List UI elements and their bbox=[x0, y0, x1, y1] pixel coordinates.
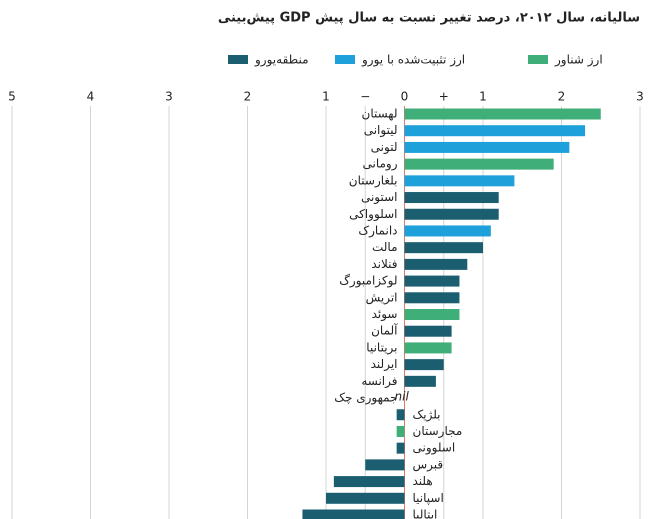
category-label: لیتوانی bbox=[364, 123, 398, 138]
category-label: بلژیک bbox=[413, 407, 441, 422]
category-label: سوئد bbox=[372, 307, 398, 322]
bar bbox=[404, 141, 570, 153]
category-label: مالت bbox=[372, 240, 398, 254]
category-label: هلند bbox=[413, 474, 433, 488]
category-label: رومانی bbox=[362, 157, 397, 172]
x-tick-label: 0 bbox=[401, 90, 409, 104]
category-label: بلغارستان bbox=[349, 173, 398, 188]
bar bbox=[404, 309, 460, 320]
x-tick-label: 2 bbox=[558, 90, 566, 104]
bar bbox=[333, 476, 405, 488]
bar bbox=[404, 225, 491, 237]
bar bbox=[326, 492, 405, 504]
bar bbox=[302, 509, 405, 519]
legend-label: ارز شناور bbox=[554, 53, 603, 68]
bar bbox=[396, 409, 405, 421]
bar bbox=[404, 192, 499, 204]
bar bbox=[404, 359, 444, 371]
category-label: جمهوری چک bbox=[334, 391, 397, 406]
bar bbox=[404, 208, 499, 220]
x-tick-label: 2 bbox=[244, 90, 252, 104]
bar bbox=[396, 425, 405, 437]
legend-swatch bbox=[228, 55, 248, 64]
category-label: اسلوواکی bbox=[349, 207, 397, 222]
bar bbox=[404, 292, 460, 304]
category-label: اسلوونی bbox=[413, 441, 456, 456]
x-tick-label: 3 bbox=[636, 90, 644, 104]
bar bbox=[404, 258, 468, 270]
category-label: اتریش bbox=[366, 290, 398, 305]
legend-label: منطقه‌یورو bbox=[254, 53, 309, 68]
category-label: مجارستان bbox=[413, 424, 463, 439]
bar bbox=[404, 158, 554, 170]
legend-swatch bbox=[335, 55, 355, 64]
category-label: دانمارک bbox=[358, 223, 397, 238]
x-tick-label: 4 bbox=[87, 90, 95, 104]
x-tick-label: + bbox=[439, 90, 449, 104]
bar bbox=[365, 459, 405, 471]
bar bbox=[404, 275, 460, 287]
category-label: ایتالیا bbox=[413, 508, 438, 519]
x-tick-label: 3 bbox=[165, 90, 173, 104]
category-label: استونی bbox=[361, 190, 398, 205]
category-label: لهستان bbox=[362, 107, 398, 121]
category-label: فنلاند bbox=[371, 257, 397, 271]
category-label: ایرلند bbox=[371, 357, 398, 372]
legend-swatch bbox=[528, 55, 548, 64]
category-label: آلمان bbox=[371, 323, 398, 338]
x-tick-label: − bbox=[360, 90, 370, 104]
bar bbox=[404, 325, 452, 337]
category-label: لتونی bbox=[371, 140, 398, 155]
legend-label: ارز تثبیت‌شده با یورو bbox=[361, 53, 465, 68]
chart-title: پیش‌بینی GDP سالیانه، سال ۲۰۱۲، درصد تغی… bbox=[218, 11, 640, 26]
category-label: اسپانیا bbox=[413, 491, 444, 505]
bar bbox=[404, 242, 483, 254]
category-label: فرانسه bbox=[361, 374, 397, 389]
bar bbox=[396, 442, 405, 454]
x-tick-label: 5 bbox=[8, 90, 16, 104]
bar bbox=[404, 108, 601, 120]
bar bbox=[404, 342, 452, 354]
category-label: لوکزامبورگ bbox=[339, 274, 397, 289]
category-label: قبرس bbox=[413, 457, 444, 472]
bar bbox=[404, 175, 515, 187]
bar bbox=[404, 375, 436, 387]
category-label: بریتانیا bbox=[366, 340, 397, 355]
x-tick-label: 1 bbox=[479, 90, 487, 104]
x-tick-label: 1 bbox=[322, 90, 330, 104]
value-label: nil bbox=[395, 390, 410, 404]
bar bbox=[404, 125, 586, 137]
